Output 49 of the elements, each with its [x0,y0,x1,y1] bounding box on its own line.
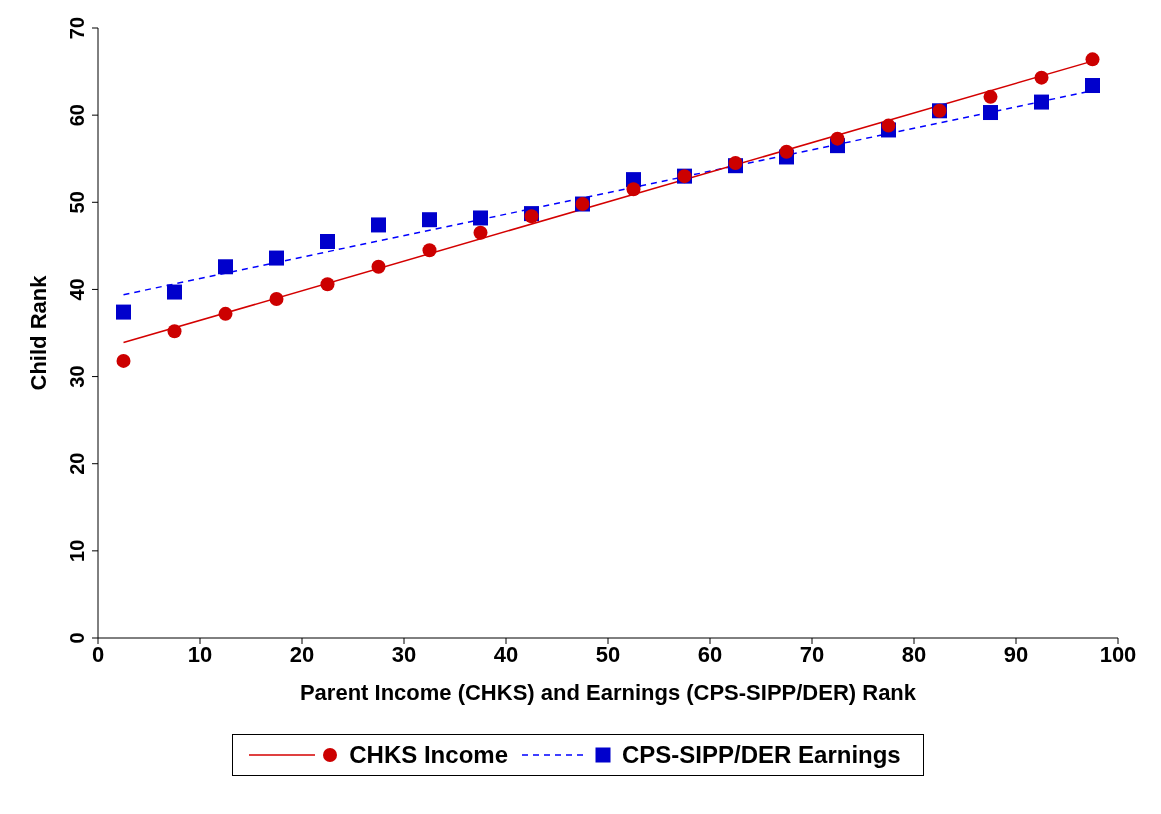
point [626,182,641,197]
point [269,250,284,266]
point [116,353,131,368]
point [983,89,998,104]
point [983,105,998,121]
x-tick-label: 80 [901,641,927,667]
y-tick-label: 0 [66,632,88,644]
point [269,292,284,307]
point [218,259,233,275]
y-tick-label: 10 [66,539,88,562]
y-tick-label: 20 [66,452,88,475]
x-tick-label: 30 [391,641,417,667]
point [1085,78,1100,94]
point [473,210,488,226]
point [1085,52,1100,67]
x-tick-label: 100 [1099,641,1137,667]
point [422,243,437,258]
point [320,277,335,292]
point [1034,70,1049,85]
x-tick-label: 90 [1003,641,1029,667]
point [371,217,386,233]
point [779,144,794,159]
point [830,131,845,146]
point [422,212,437,228]
point [218,306,233,321]
y-tick-label: 30 [66,365,88,388]
point [881,118,896,133]
x-tick-label: 40 [493,641,519,667]
y-axis-title: Child Rank [25,274,51,391]
legend-label: CHKS Income [349,741,508,769]
point [167,284,182,300]
x-tick-label: 10 [187,641,213,667]
point [320,234,335,249]
x-tick-label: 60 [697,641,723,667]
point [1034,94,1049,110]
legend-label: CPS-SIPP/DER Earnings [621,741,901,769]
point [371,259,386,274]
y-tick-label: 50 [66,191,88,214]
y-tick-label: 60 [66,104,88,127]
x-tick-label: 20 [289,641,315,667]
point [167,324,182,339]
x-tick-label: 0 [91,641,105,667]
point [116,304,131,320]
y-tick-label: 40 [66,278,88,301]
point [473,225,488,240]
x-tick-label: 50 [595,641,621,667]
x-axis-title: Parent Income (CHKS) and Earnings (CPS-SIPP/DER) Rank [299,680,917,705]
y-tick-label: 70 [66,16,88,40]
x-tick-label: 70 [799,641,825,667]
